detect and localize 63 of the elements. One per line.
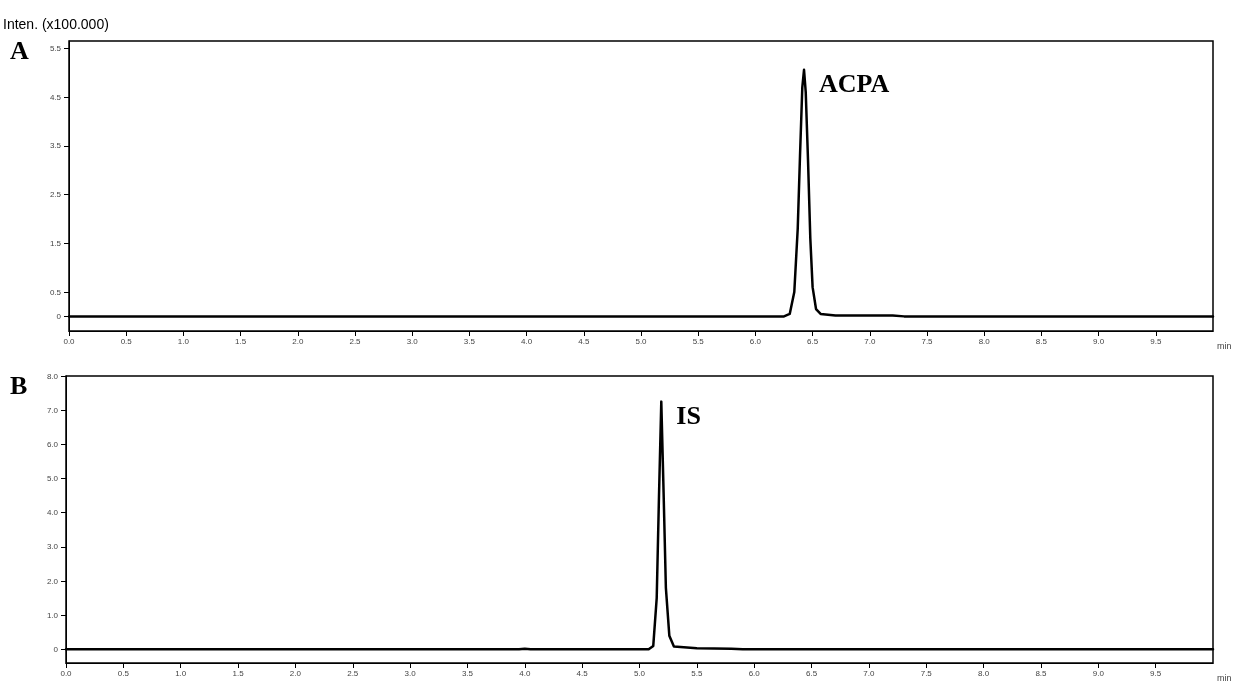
y-tick-label: 5.0: [46, 474, 59, 483]
x-tick-label: 9.0: [1093, 336, 1105, 346]
x-tick-label: 3.0: [404, 668, 417, 678]
x-tick-label: 6.5: [805, 668, 818, 678]
y-tick-label: 4.0: [46, 508, 59, 518]
x-axis-title: min: [1217, 340, 1232, 351]
x-tick-label: 9.5: [1150, 668, 1162, 678]
x-tick-label: 0.0: [60, 668, 73, 678]
x-tick-label: 2.5: [347, 668, 359, 678]
y-tick-label: 2.5: [49, 190, 62, 200]
x-tick-label: 5.5: [692, 336, 705, 346]
x-tick-label: 8.0: [978, 668, 990, 678]
x-tick-label: 5.0: [633, 668, 646, 678]
y-axis-title: Inten. (x100.000): [3, 16, 109, 32]
x-tick-label: 0.5: [120, 336, 133, 346]
x-tick-label: 3.5: [463, 336, 476, 346]
x-tick-label: 1.5: [232, 668, 245, 678]
text: B: [10, 370, 28, 400]
x-tick-label: 7.5: [921, 336, 934, 346]
y-tick-label: 0: [56, 311, 62, 321]
y-tick-label: 1.0: [46, 610, 59, 620]
x-tick-label: 9.5: [1150, 336, 1162, 346]
x-axis-title: min: [1217, 672, 1232, 682]
x-tick-label: 3.0: [406, 336, 419, 346]
x-tick-label: 0.5: [117, 668, 130, 678]
y-tick-label: 3.5: [49, 141, 62, 151]
y-tick-label: 8.0: [46, 371, 59, 381]
y-tick-label: 7.0: [46, 405, 59, 415]
x-tick-label: 8.5: [1035, 668, 1048, 678]
x-tick-label: 2.0: [289, 668, 302, 678]
y-tick-label: 1.5: [49, 238, 62, 248]
x-tick-label: 0.0: [63, 336, 76, 346]
x-tick-label: 3.5: [461, 668, 474, 678]
x-tick-label: 7.5: [920, 668, 933, 678]
x-tick-label: 8.0: [978, 336, 991, 346]
x-tick-label: 5.0: [635, 336, 648, 346]
y-tick-label: 3.0: [46, 542, 59, 552]
annotation: ACPA: [819, 69, 890, 99]
x-tick-label: 4.5: [578, 336, 590, 346]
x-tick-label: 4.0: [519, 668, 531, 678]
x-tick-label: 1.0: [177, 336, 190, 346]
x-tick-label: 6.0: [748, 668, 761, 678]
x-tick-label: 5.5: [691, 668, 703, 678]
text: A: [10, 35, 29, 65]
annotation: IS: [676, 401, 701, 431]
x-tick-label: 8.5: [1035, 336, 1048, 346]
x-tick-label: 9.0: [1092, 668, 1105, 678]
x-tick-label: 2.5: [349, 336, 362, 346]
x-tick-label: 7.0: [863, 668, 876, 678]
x-tick-label: 4.0: [521, 336, 533, 346]
y-tick-label: 6.0: [46, 439, 59, 449]
x-tick-label: 2.0: [292, 336, 304, 346]
y-tick-label: 4.5: [49, 92, 62, 102]
y-tick-label: 0.5: [49, 287, 62, 297]
x-tick-label: 1.0: [175, 668, 187, 678]
x-tick-label: 1.5: [235, 336, 247, 346]
x-tick-label: 6.0: [749, 336, 762, 346]
x-tick-label: 6.5: [807, 336, 819, 346]
y-tick-label: 0: [53, 644, 59, 654]
y-tick-label: 2.0: [46, 576, 59, 586]
x-tick-label: 4.5: [576, 668, 589, 678]
x-tick-label: 7.0: [864, 336, 876, 346]
y-tick-label: 5.5: [49, 43, 62, 53]
